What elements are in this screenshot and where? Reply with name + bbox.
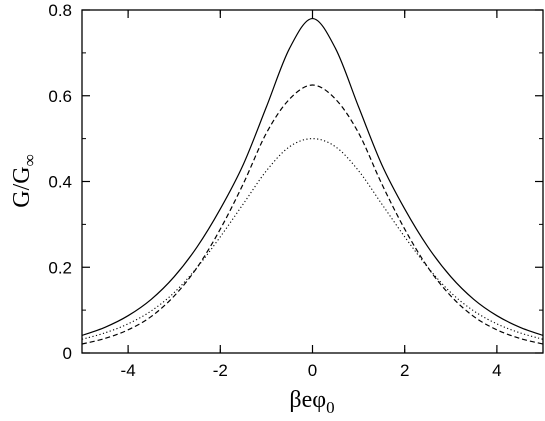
x-tick-label: 2 [400,361,409,380]
x-axis-title: βeφ0 [289,387,334,417]
axis-ticks: -4 -2 0 2 4 0 0.2 0.4 0.6 0.8 [48,1,543,380]
x-tick-label: 4 [492,361,501,380]
x-tick-label: -4 [121,361,136,380]
y-tick-label: 0 [63,344,72,363]
y-tick-label: 0.2 [48,258,72,277]
x-axis-title-main: βeφ [289,387,326,413]
y-tick-label: 0.4 [48,173,72,192]
y-tick-label: 0.6 [48,87,72,106]
plot-content [81,17,544,345]
x-tick-label: -2 [213,361,228,380]
y-axis-title-subscript: ∞ [20,154,39,166]
x-axis-title-subscript: 0 [326,398,335,417]
series-line-dashed [81,84,544,345]
series-line-solid [81,17,544,336]
plot-frame [81,9,544,354]
series-line-dotted [81,138,544,340]
x-tick-label: 0 [308,361,317,380]
y-axis-title-main: G/G [9,166,35,207]
y-tick-label: 0.8 [48,1,72,20]
y-axis-title: G/G∞ [9,154,39,207]
